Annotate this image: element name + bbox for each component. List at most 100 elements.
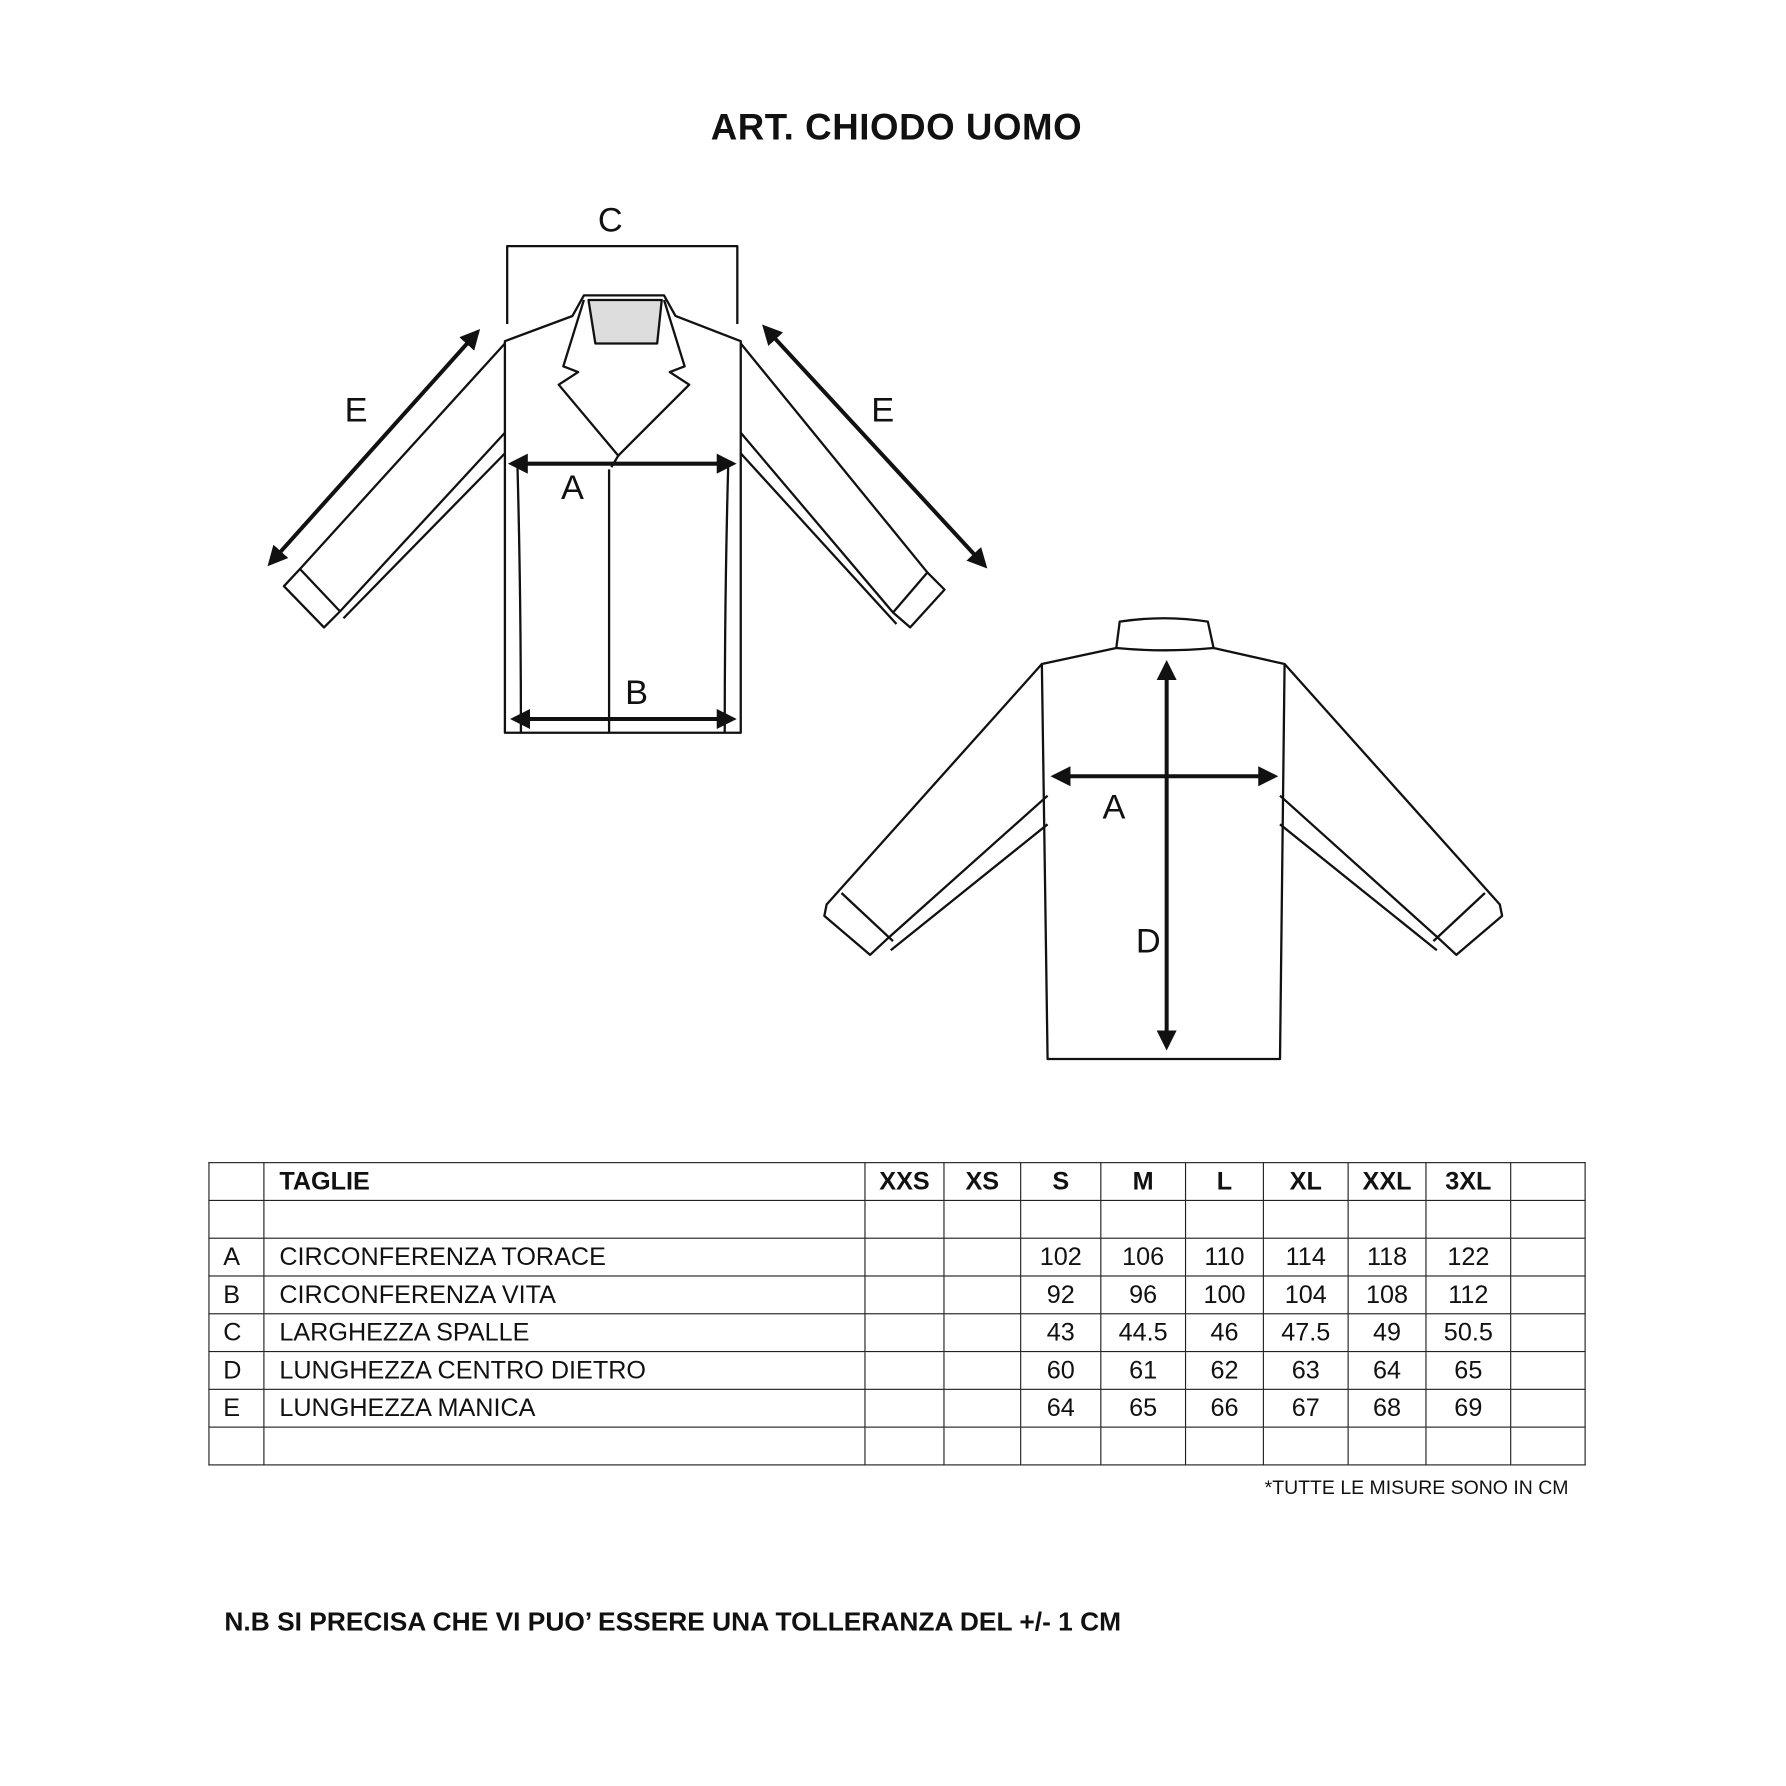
value-cell [864,1426,945,1466]
value-cell [1510,1426,1586,1466]
value-cell: 66 [1184,1388,1264,1428]
row-label-cell [263,1426,866,1466]
value-cell: 102 [1020,1237,1102,1277]
value-cell: 63 [1262,1350,1349,1390]
value-cell [1020,1199,1102,1239]
value-cell [943,1237,1022,1277]
row-label-cell: CIRCONFERENZA VITA [263,1275,866,1315]
value-cell [1510,1388,1586,1428]
value-cell: 106 [1100,1237,1187,1277]
value-cell [943,1275,1022,1315]
value-cell: 43 [1020,1313,1102,1353]
measurement-arrows [267,324,1279,1051]
value-cell: 96 [1100,1275,1187,1315]
value-cell: 110 [1184,1237,1264,1277]
label-a-back: A [1103,789,1126,827]
page-title: ART. CHIODO UOMO [710,106,1083,148]
label-d: D [1136,923,1161,961]
units-footnote: *TUTTE LE MISURE SONO IN CM [1264,1476,1569,1499]
value-cell [1100,1426,1187,1466]
value-cell [1184,1426,1264,1466]
value-cell: 122 [1425,1237,1512,1277]
row-code-cell [208,1199,265,1239]
value-cell [943,1388,1022,1428]
value-cell [864,1350,945,1390]
header-size-cell: XL [1262,1162,1349,1202]
row-code-cell: C [208,1313,265,1353]
row-code-cell: D [208,1350,265,1390]
value-cell [1510,1313,1586,1353]
table-header-row: TAGLIE XXS XS S M L XL XXL 3XL [208,1162,1586,1202]
value-cell: 112 [1425,1275,1512,1315]
shoulder-width-bracket [506,245,739,325]
label-b: B [625,674,648,712]
header-size-cell: 3XL [1425,1162,1512,1202]
value-cell: 69 [1425,1388,1512,1428]
value-cell: 65 [1100,1388,1187,1428]
label-c: C [598,201,623,239]
header-size-cell: M [1100,1162,1187,1202]
header-size-cell: XS [943,1162,1022,1202]
table-row [208,1199,1586,1239]
value-cell [1510,1275,1586,1315]
value-cell [864,1275,945,1315]
value-cell [943,1313,1022,1353]
value-cell: 100 [1184,1275,1264,1315]
value-cell: 44.5 [1100,1313,1187,1353]
value-cell [943,1426,1022,1466]
table-row: A CIRCONFERENZA TORACE 102 106 110 114 118 122 [208,1237,1586,1277]
header-size-cell: S [1020,1162,1102,1202]
table-row: D LUNGHEZZA CENTRO DIETRO 60 61 62 63 64 65 [208,1350,1586,1390]
value-cell: 60 [1020,1350,1102,1390]
value-cell [864,1313,945,1353]
value-cell [1510,1237,1586,1277]
value-cell [1425,1199,1512,1239]
header-code-cell [208,1162,265,1202]
front-jacket-drawing [282,245,946,734]
value-cell: 67 [1262,1388,1349,1428]
table-row [208,1426,1586,1466]
value-cell [864,1199,945,1239]
tolerance-note: N.B SI PRECISA CHE VI PUO’ ESSERE UNA TO… [224,1606,1122,1637]
value-cell: 108 [1347,1275,1427,1315]
value-cell [1347,1426,1427,1466]
header-size-cell [1510,1162,1586,1202]
size-table: TAGLIE XXS XS S M L XL XXL 3XL A CIRCONFERENZA TOR… [208,1162,1586,1466]
header-size-cell: XXS [864,1162,945,1202]
row-label-cell: LUNGHEZZA MANICA [263,1388,866,1428]
row-label-cell [263,1199,866,1239]
value-cell: 50.5 [1425,1313,1512,1353]
header-size-cell: XXL [1347,1162,1427,1202]
header-label-cell: TAGLIE [263,1162,866,1202]
row-code-cell [208,1426,265,1466]
value-cell: 68 [1347,1388,1427,1428]
value-cell: 64 [1020,1388,1102,1428]
row-code-cell: A [208,1237,265,1277]
row-label-cell: CIRCONFERENZA TORACE [263,1237,866,1277]
row-label-cell: LUNGHEZZA CENTRO DIETRO [263,1350,866,1390]
header-size-cell: L [1184,1162,1264,1202]
value-cell: 64 [1347,1350,1427,1390]
back-jacket-drawing [823,617,1504,1061]
row-code-cell: B [208,1275,265,1315]
value-cell [1347,1199,1427,1239]
value-cell [1262,1426,1349,1466]
value-cell [943,1199,1022,1239]
value-cell: 92 [1020,1275,1102,1315]
value-cell: 61 [1100,1350,1187,1390]
value-cell [1510,1350,1586,1390]
value-cell: 118 [1347,1237,1427,1277]
table-row: B CIRCONFERENZA VITA 92 96 100 104 108 112 [208,1275,1586,1315]
row-label-cell: LARGHEZZA SPALLE [263,1313,866,1353]
value-cell [943,1350,1022,1390]
label-a-front: A [561,469,584,507]
label-e-left: E [345,391,368,429]
value-cell [1425,1426,1512,1466]
table-row: C LARGHEZZA SPALLE 43 44.5 46 47.5 49 50.5 [208,1313,1586,1353]
value-cell: 46 [1184,1313,1264,1353]
value-cell [1020,1426,1102,1466]
jacket-diagram: C E E A B A D [267,201,1504,1061]
value-cell: 49 [1347,1313,1427,1353]
value-cell: 47.5 [1262,1313,1349,1353]
